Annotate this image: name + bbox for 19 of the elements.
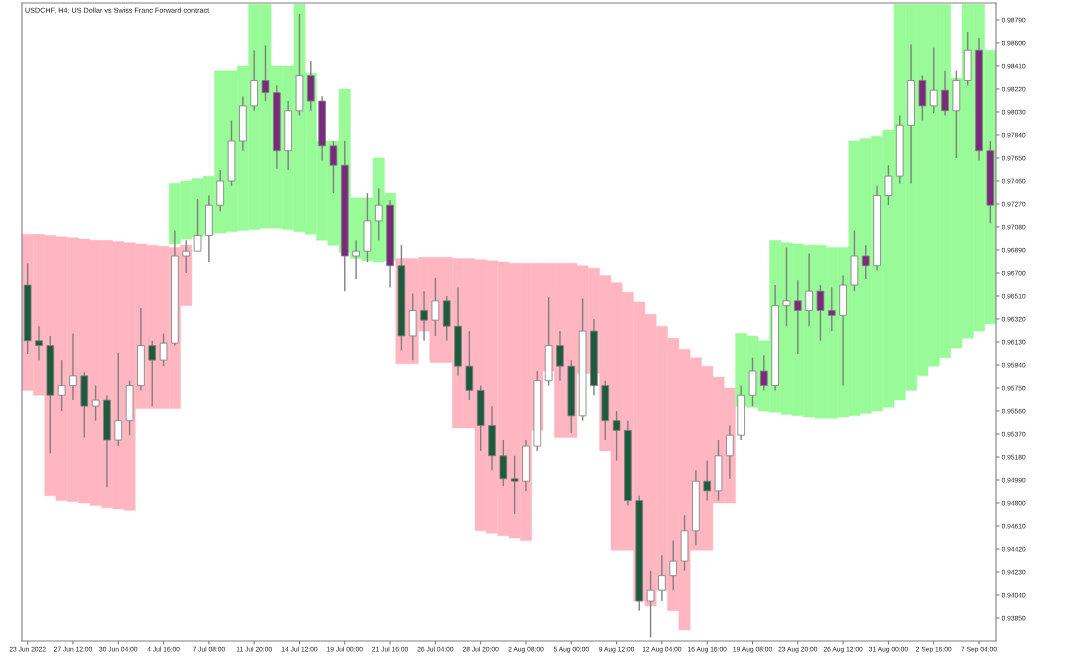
candlestick — [91, 384, 100, 422]
candlestick — [827, 286, 836, 332]
candlestick — [57, 359, 66, 412]
candlestick — [261, 44, 270, 102]
candlestick — [612, 410, 621, 462]
candlestick — [941, 70, 949, 117]
candlestick — [929, 47, 938, 114]
candlestick — [669, 539, 678, 591]
candlestick — [35, 325, 43, 361]
candlestick — [861, 244, 870, 280]
candlestick — [499, 439, 508, 487]
candlestick — [884, 164, 893, 206]
candlestick — [646, 570, 655, 639]
candlestick — [703, 459, 712, 502]
candlestick — [510, 455, 519, 515]
candlestick — [556, 330, 564, 382]
candlestick — [69, 332, 77, 401]
candlestick — [159, 332, 168, 367]
candlestick — [658, 554, 666, 602]
